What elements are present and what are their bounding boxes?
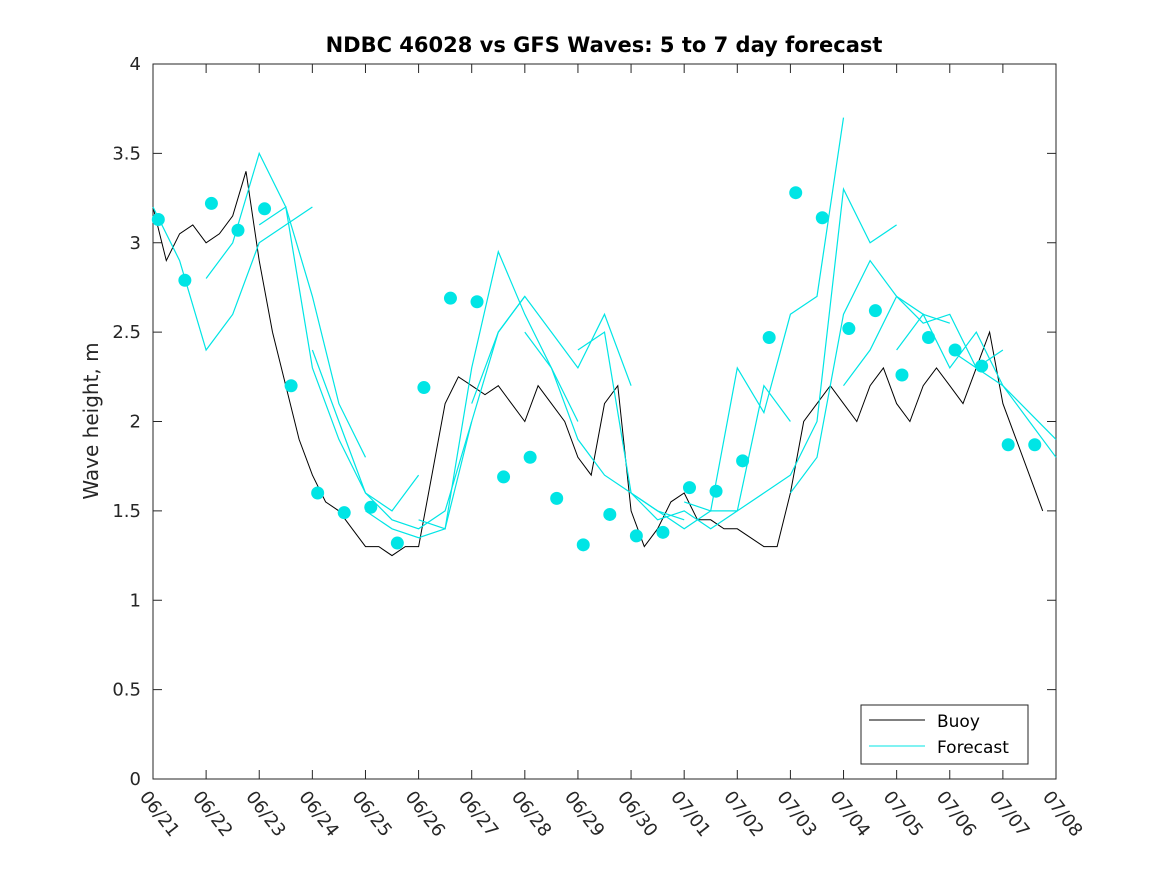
forecast-marker [337,506,351,520]
y-tick-label: 2.5 [112,322,141,343]
buoy-line [152,171,1044,557]
chart-title: NDBC 46028 vs GFS Waves: 5 to 7 day fore… [326,33,883,57]
forecast-line [896,313,1057,458]
y-axis-label: Wave height, m [79,342,103,499]
forecast-marker [497,470,511,484]
forecast-marker [709,484,723,498]
y-tick-label: 1 [130,590,141,611]
forecast-marker [523,450,537,464]
forecast-marker [1028,438,1042,452]
forecast-marker [151,213,165,227]
x-tick-label: 06/23 [241,787,289,841]
x-tick-label: 07/08 [1038,787,1086,841]
forecast-line [684,117,845,512]
forecast-line [152,206,313,352]
x-tick-label: 06/28 [507,787,555,841]
forecast-marker [815,211,829,225]
x-tick-label: 07/04 [826,787,874,841]
forecast-marker [470,295,484,309]
forecast-marker [550,491,564,505]
y-tick-label: 4 [130,54,141,75]
plot-area [152,63,1057,780]
x-tick-label: 07/06 [932,787,980,841]
forecast-marker [1001,438,1015,452]
forecast-marker [975,359,989,373]
forecast-line [258,205,420,512]
forecast-marker [417,381,431,395]
y-tick-label: 1.5 [112,501,141,522]
x-tick-label: 06/30 [613,787,661,841]
forecast-marker [603,507,617,521]
x-tick-label: 07/01 [666,787,714,841]
x-tick-label: 07/02 [719,787,767,841]
legend: Buoy Forecast [860,704,1029,765]
forecast-line [471,295,632,404]
y-tick-label: 3.5 [112,143,141,164]
forecast-marker [629,529,643,543]
forecast-marker [922,330,936,344]
x-tick-label: 06/24 [294,787,342,841]
x-tick-label: 06/22 [188,787,236,841]
forecast-marker [868,304,882,318]
y-tick-label: 0.5 [112,680,141,701]
x-tick-label: 07/07 [985,787,1033,841]
x-tick-label: 06/27 [454,787,502,841]
forecast-marker [443,291,457,305]
forecast-marker [656,525,670,539]
forecast-marker [895,368,909,382]
forecast-marker [789,186,803,200]
x-tick-label: 07/03 [772,787,820,841]
forecast-marker [736,454,750,468]
forecast-marker [682,481,696,495]
y-tick-label: 0 [130,769,141,790]
forecast-line [311,349,473,530]
forecast-marker [762,330,776,344]
marker-layer [151,186,1042,552]
buoy-layer [152,171,1044,557]
forecast-line [949,349,1057,440]
y-tick-label: 3 [130,233,141,254]
forecast-marker [258,202,272,216]
forecast-marker [576,538,590,552]
legend-forecast-label: Forecast [937,738,1009,758]
x-tick-label: 06/29 [560,787,608,841]
forecast-marker [842,322,856,336]
forecast-marker [311,486,325,500]
legend-box [860,704,1029,765]
forecast-marker [390,536,404,550]
forecast-line [630,384,791,530]
forecast-marker [231,223,245,237]
x-tick-label: 07/05 [879,787,927,841]
forecast-marker [178,273,192,287]
forecast-marker [204,196,218,210]
forecast-marker [364,500,378,514]
forecast-marker [284,379,298,393]
x-tick-label: 06/25 [348,787,396,841]
forecast-line [736,187,897,512]
x-tick-label: 06/21 [135,787,183,841]
legend-buoy-label: Buoy [937,712,980,732]
forecast-layer [152,117,1057,539]
forecast-marker [948,343,962,357]
y-tick-label: 2 [130,412,141,433]
x-tick-label: 06/26 [401,787,449,841]
